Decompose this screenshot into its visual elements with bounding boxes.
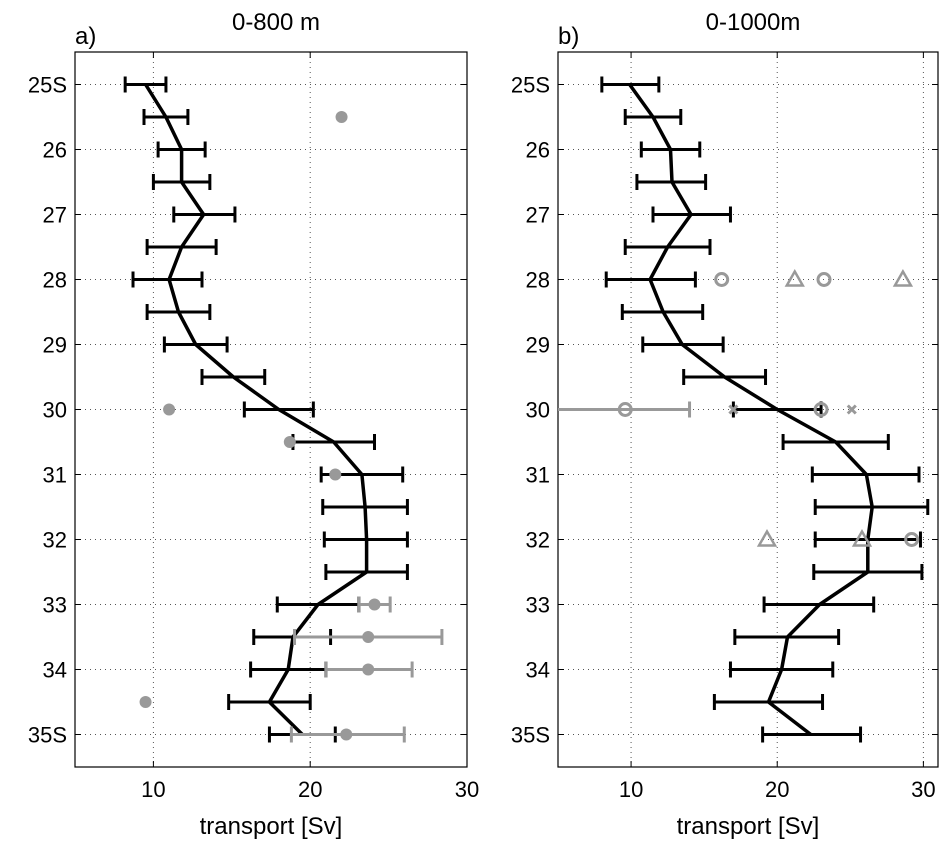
y-tick-label: 35S	[511, 723, 550, 748]
observation-dot	[362, 631, 375, 643]
y-tick-label: 28	[526, 268, 550, 293]
error-bar	[761, 726, 863, 743]
observation-error-bar	[558, 401, 692, 418]
y-tick-label: 31	[43, 463, 67, 488]
error-bar	[123, 76, 168, 93]
observation-circle	[904, 532, 920, 547]
observation-dot	[329, 468, 342, 481]
x-tick-label: 30	[455, 777, 479, 802]
y-tick-label: 29	[526, 333, 550, 358]
panel-label: b)	[558, 23, 579, 50]
cross-stroke	[728, 404, 739, 415]
transport-profile-line	[144, 83, 369, 736]
plot-area	[123, 76, 444, 743]
y-tick-label: 25S	[28, 73, 67, 98]
observation-dot	[340, 728, 353, 741]
y-tick-label: 26	[526, 138, 550, 163]
observation-cross	[846, 404, 857, 415]
observation-cross	[728, 404, 739, 415]
observation-triangle	[756, 528, 778, 547]
y-tick-label: 34	[43, 658, 67, 683]
observation-triangle	[851, 528, 873, 547]
y-tick-label: 32	[526, 528, 550, 553]
y-tick-label: 30	[43, 398, 67, 423]
x-tick-label: 10	[619, 777, 643, 802]
y-tick-label: 32	[43, 528, 67, 553]
observation-dot	[163, 403, 176, 416]
observation-triangle	[892, 268, 914, 287]
cross-stroke	[846, 404, 857, 415]
chart-title: 0-1000m	[706, 9, 801, 36]
x-axis-label: transport [Sv]	[200, 813, 343, 840]
panel-label: a)	[75, 23, 96, 50]
y-tick-label: 33	[526, 593, 550, 618]
transport-profile-line	[628, 83, 874, 736]
y-tick-label: 33	[43, 593, 67, 618]
observation-circle	[816, 272, 832, 287]
y-tick-label: 25S	[511, 73, 550, 98]
observation-dot	[362, 663, 375, 676]
observation-dot	[368, 598, 381, 611]
observation-circle	[714, 272, 730, 287]
chart-title: 0-800 m	[232, 9, 320, 36]
observation-dot	[335, 111, 348, 123]
plot-area	[558, 76, 930, 743]
x-tick-label: 20	[298, 777, 322, 802]
y-tick-label: 27	[526, 203, 550, 228]
observation-dot	[139, 696, 152, 708]
y-tick-label: 34	[526, 658, 550, 683]
y-tick-label: 29	[43, 333, 67, 358]
x-tick-label: 10	[141, 777, 165, 802]
observation-circle	[617, 402, 633, 417]
panel-b: 25S 26 27 28 29 30 31 32 33 34 35S 10 20 30 transport …	[511, 9, 939, 840]
y-tick-label: 35S	[28, 723, 67, 748]
panel-a: 25S 26 27 28 29 30 31 32 33 34 35S 10 20 30 transport …	[28, 9, 479, 840]
y-tick-label: 27	[43, 203, 67, 228]
observation-dot	[283, 436, 296, 448]
observation-circle	[813, 402, 829, 417]
observation-triangle	[784, 268, 805, 287]
x-tick-label: 20	[765, 777, 789, 802]
y-tick-label: 31	[526, 463, 550, 488]
y-tick-label: 26	[43, 138, 67, 163]
y-tick-label: 30	[526, 398, 550, 423]
x-axis-label: transport [Sv]	[677, 813, 820, 840]
x-tick-label: 30	[911, 777, 935, 802]
y-tick-label: 28	[43, 268, 67, 293]
